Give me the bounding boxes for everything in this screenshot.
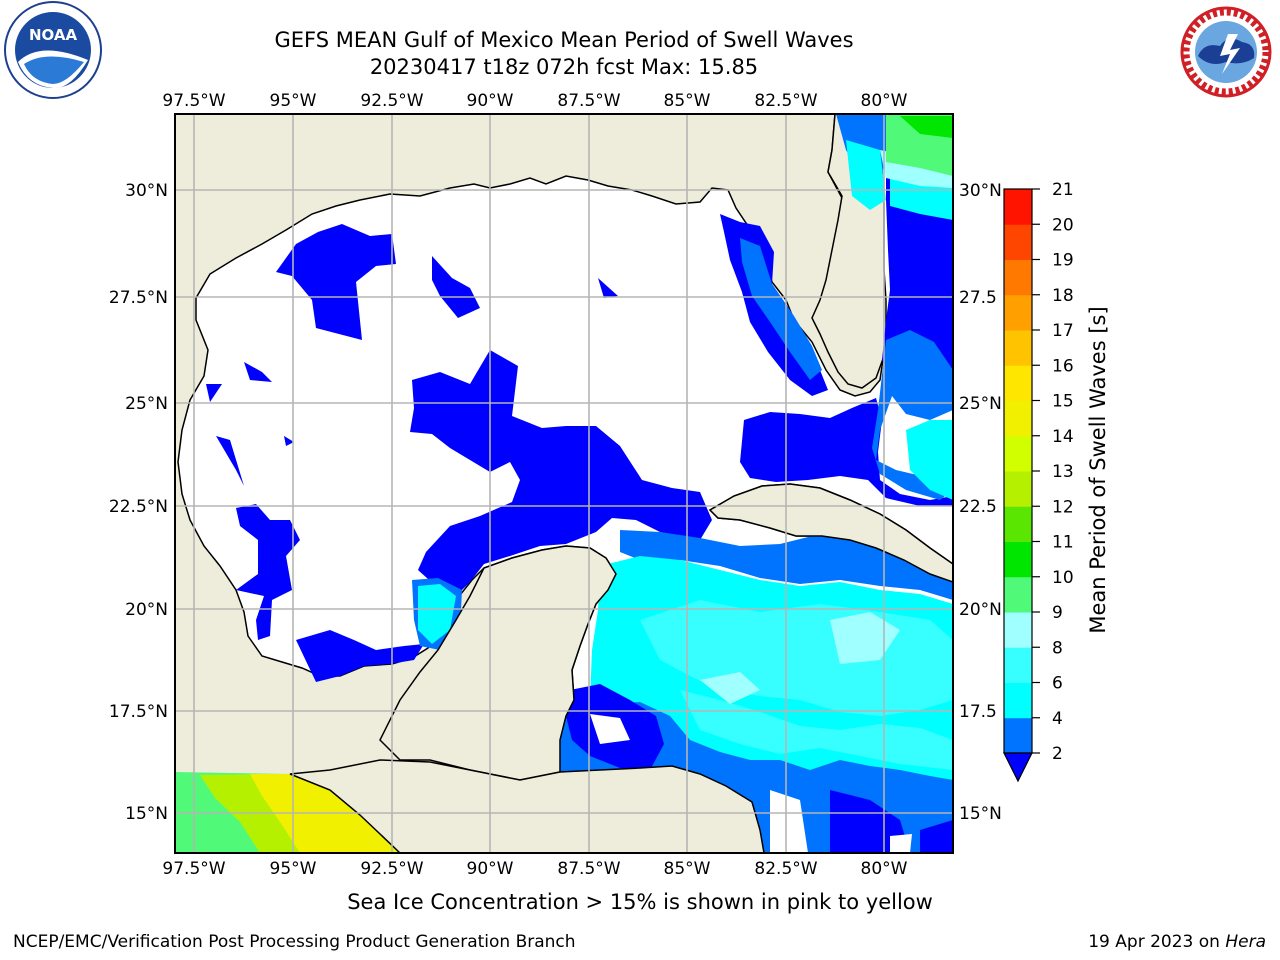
lat-label: 20°N <box>959 600 1002 620</box>
lon-label: 95°W <box>270 91 317 111</box>
colorbar-tick-label: 4 <box>1052 709 1063 729</box>
colorbar-segment <box>1004 576 1032 613</box>
colorbar-tick-label: 20 <box>1052 215 1074 235</box>
footer-machine: Hera <box>1225 932 1266 952</box>
no-data-pockets <box>590 714 912 853</box>
lat-label: 22.5 <box>959 497 997 517</box>
lat-label: 15°N <box>959 804 1002 824</box>
colorbar-segment <box>1004 330 1032 366</box>
colorbar-tick-label: 10 <box>1052 568 1074 588</box>
colorbar-tick-label: 16 <box>1052 356 1074 376</box>
colorbar-segment <box>1004 435 1032 472</box>
lat-label: 25°N <box>125 394 168 414</box>
colorbar-segment <box>1004 612 1032 648</box>
colorbar-tick-label: 9 <box>1052 603 1063 623</box>
colorbar-segment <box>1004 717 1032 754</box>
colorbar-tick-label: 19 <box>1052 251 1074 271</box>
colorbar-segment <box>1004 294 1032 331</box>
colorbar-tick-label: 12 <box>1052 497 1074 517</box>
chart-subtitle: 20230417 t18z 072h fcst Max: 15.85 <box>369 55 759 79</box>
lat-labels-right: 30°N 27.5 25°N 22.5 20°N 17.5 15°N <box>959 181 1002 824</box>
swell-atlantic-bright-green <box>900 116 953 138</box>
lon-label: 82.5°W <box>754 91 817 111</box>
colorbar-extension <box>1003 752 1033 783</box>
colorbar-tick-label: 21 <box>1052 180 1074 200</box>
colorbar-segment <box>1004 400 1032 437</box>
colorbar-segment <box>1004 647 1032 683</box>
lon-label: 92.5°W <box>360 91 423 111</box>
lat-label: 22.5°N <box>109 497 168 517</box>
lon-label: 85°W <box>664 91 711 111</box>
colorbar-tick-label: 15 <box>1052 392 1074 412</box>
lon-label: 87.5°W <box>557 859 620 879</box>
lon-label: 90°W <box>467 859 514 879</box>
noaa-logo: NOAA <box>4 1 102 99</box>
lon-labels-top: 97.5°W 95°W 92.5°W 90°W 87.5°W 85°W 82.5… <box>162 91 907 111</box>
lon-label: 97.5°W <box>162 91 225 111</box>
colorbar-segment <box>1004 365 1032 401</box>
noaa-logo-text: NOAA <box>29 26 78 44</box>
colorbar-segment <box>1004 224 1032 260</box>
footer-date-text: 19 Apr 2023 on <box>1088 932 1226 952</box>
lon-label: 92.5°W <box>360 859 423 879</box>
sea-ice-note: Sea Ice Concentration > 15% is shown in … <box>347 890 933 914</box>
map-plot-area <box>175 114 953 853</box>
colorbar-segment <box>1004 541 1032 578</box>
map-gridlines <box>175 114 953 853</box>
lon-label: 85°W <box>664 859 711 879</box>
colorbar-tick-label: 11 <box>1052 533 1074 553</box>
lat-labels-left: 30°N 27.5°N 25°N 22.5°N 20°N 17.5°N 15°N <box>109 181 168 824</box>
lon-label: 95°W <box>270 859 317 879</box>
lat-label: 20°N <box>125 600 168 620</box>
colorbar-tick-label: 18 <box>1052 286 1074 306</box>
colorbar-segment <box>1004 471 1032 507</box>
footer-credit: NCEP/EMC/Verification Post Processing Pr… <box>13 932 576 952</box>
lon-label: 82.5°W <box>754 859 817 879</box>
colorbar-segment <box>1004 189 1032 225</box>
lat-label: 27.5°N <box>109 288 168 308</box>
land-central-america <box>289 759 765 853</box>
lat-label: 30°N <box>125 181 168 201</box>
lat-label: 17.5 <box>959 702 997 722</box>
lat-label: 17.5°N <box>109 702 168 722</box>
colorbar-tick-label: 6 <box>1052 674 1063 694</box>
lat-label: 25°N <box>959 394 1002 414</box>
map-frame <box>174 113 954 854</box>
lon-label: 97.5°W <box>162 859 225 879</box>
land-cuba-top <box>708 483 953 583</box>
lon-label: 80°W <box>861 91 908 111</box>
lon-label: 80°W <box>861 859 908 879</box>
colorbar-tick-label: 8 <box>1052 638 1063 658</box>
colorbar: 2 4 6 8 9 10 11 12 13 14 15 16 17 18 19 20 21 <box>1003 180 1074 783</box>
lon-label: 87.5°W <box>557 91 620 111</box>
lat-label: 30°N <box>959 181 1002 201</box>
colorbar-title: Mean Period of Swell Waves [s] <box>1086 306 1110 633</box>
lat-label: 27.5 <box>959 288 997 308</box>
colorbar-tick-label: 17 <box>1052 321 1074 341</box>
land-yucatan <box>379 545 617 781</box>
colorbar-tick-label: 14 <box>1052 427 1074 447</box>
lon-labels-bottom: 97.5°W 95°W 92.5°W 90°W 87.5°W 85°W 82.5… <box>162 859 907 879</box>
colorbar-tick-label: 13 <box>1052 462 1074 482</box>
lat-label: 15°N <box>125 804 168 824</box>
chart-title: GEFS MEAN Gulf of Mexico Mean Period of … <box>274 28 854 52</box>
colorbar-segment <box>1004 259 1032 296</box>
colorbar-tick-label: 2 <box>1052 744 1063 764</box>
footer-date: 19 Apr 2023 on Hera <box>1088 932 1266 952</box>
colorbar-segment <box>1004 682 1032 719</box>
colorbar-segment <box>1004 506 1032 542</box>
nws-logo <box>1180 6 1272 98</box>
lon-label: 90°W <box>467 91 514 111</box>
